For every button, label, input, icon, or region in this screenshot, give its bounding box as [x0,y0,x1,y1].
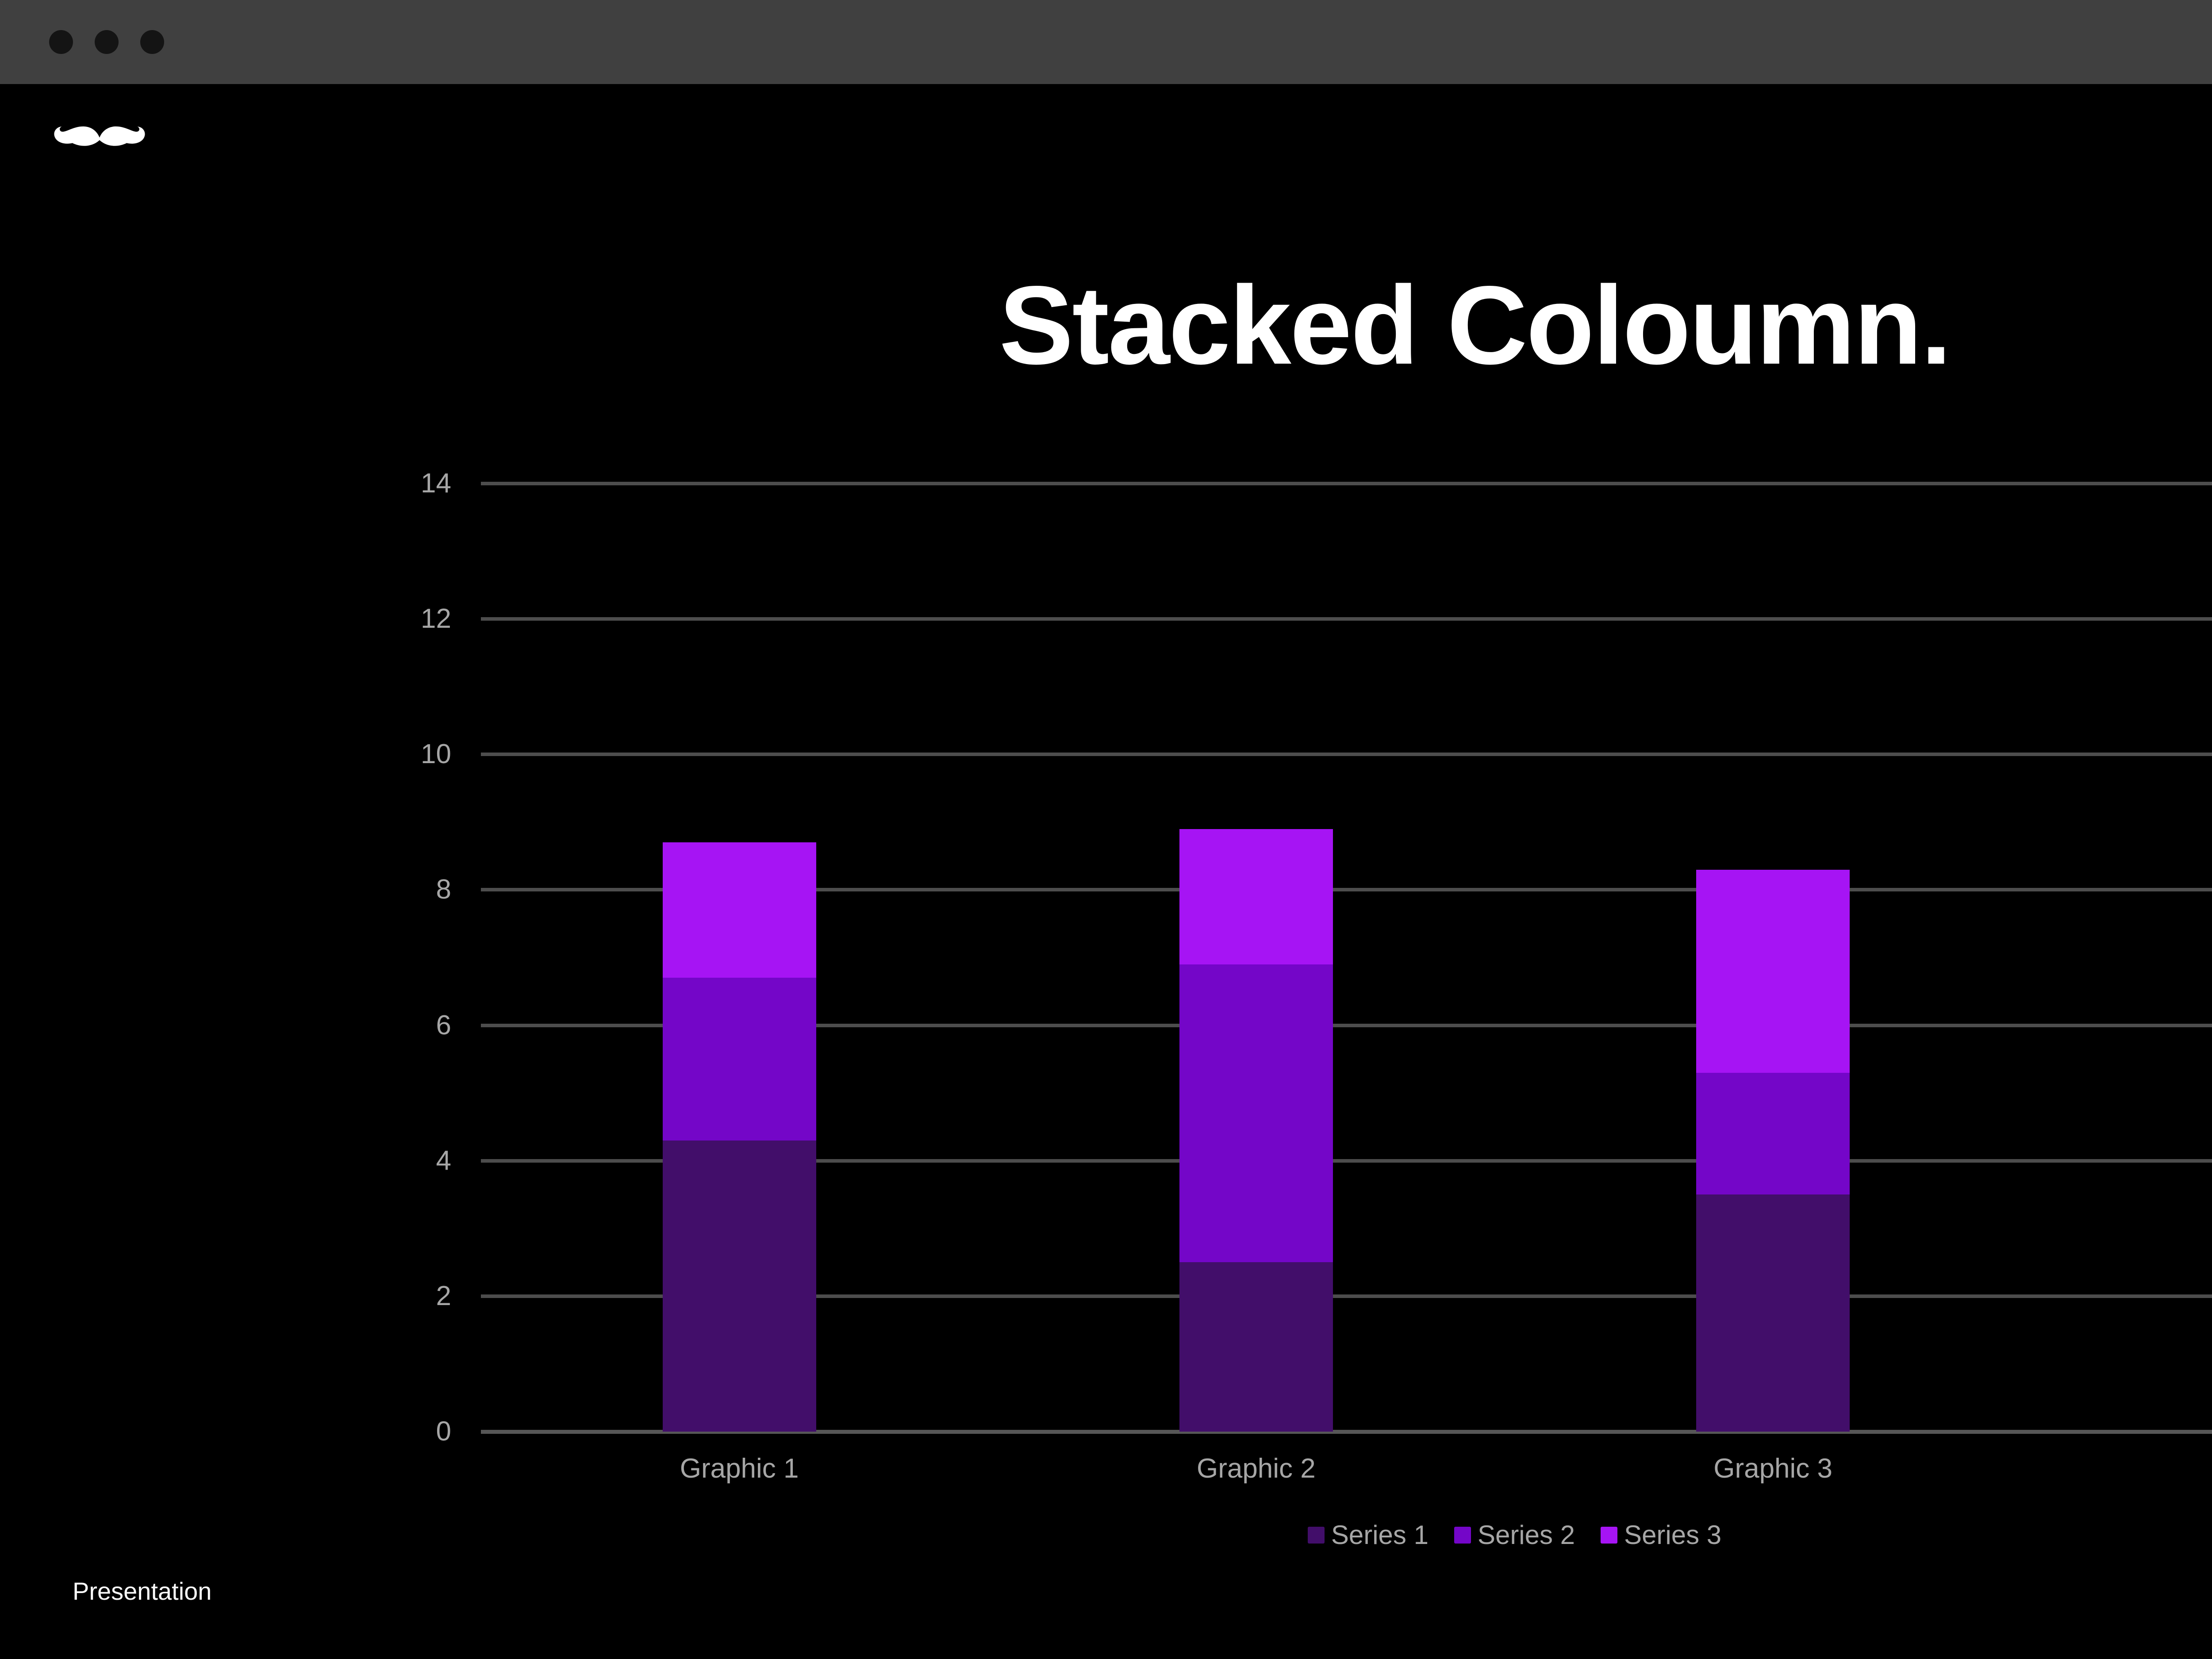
legend-swatch-icon [1454,1527,1471,1544]
stacked-column-chart [481,482,2212,1434]
window-dot-icon[interactable] [49,30,73,54]
y-tick-label: 14 [421,468,451,499]
gridline [481,888,2212,892]
page-title: Stacked Coloumn. [999,263,1951,388]
legend-label: Series 2 [1477,1520,1575,1550]
y-tick-label: 10 [421,739,451,770]
chart-legend: Series 1 Series 2 Series 3 [481,1517,2212,1554]
y-tick-label: 0 [436,1416,451,1447]
y-tick-label: 8 [436,874,451,905]
gridline [481,617,2212,621]
y-tick-label: 4 [436,1145,451,1176]
bar-segment-series2-graphic-3 [1696,1072,1850,1195]
gridline [481,753,2212,757]
bar-segment-series3-graphic-2 [1179,829,1333,964]
window-control-dots [49,30,164,54]
y-tick-label: 12 [421,603,451,634]
footer-presentation-label: Presentation [73,1577,212,1605]
bar-segment-series2-graphic-2 [1179,964,1333,1263]
bar-segment-series1-graphic-1 [662,1140,816,1432]
gridline [481,1159,2212,1163]
mustache-icon [54,126,145,146]
legend-swatch-icon [1307,1527,1325,1544]
legend-swatch-icon [1601,1527,1618,1544]
window-dot-icon[interactable] [95,30,119,54]
window-dot-icon[interactable] [140,30,164,54]
y-tick-label: 2 [436,1280,451,1311]
gridline [481,1294,2212,1298]
bar-segment-series2-graphic-1 [662,978,816,1141]
legend-label: Series 1 [1331,1520,1429,1550]
bar-segment-series1-graphic-2 [1179,1262,1333,1432]
legend-item: Series 2 [1454,1522,1575,1548]
window-titlebar [0,0,2212,84]
legend-label: Series 3 [1624,1520,1722,1550]
bar-segment-series3-graphic-3 [1696,869,1850,1073]
gridline [481,482,2212,485]
y-tick-label: 6 [436,1010,451,1041]
x-tick-label: Graphic 4 [2032,1452,2212,1485]
x-tick-label: Graphic 3 [1713,1453,1833,1484]
legend-item: Series 1 [1307,1520,1429,1550]
x-tick-label: Graphic 1 [680,1453,799,1484]
x-axis-line [481,1430,2212,1434]
bar-segment-series1-graphic-3 [1696,1194,1850,1432]
x-tick-label: Graphic 2 [1196,1453,1316,1484]
gridline [481,1023,2212,1027]
legend-item: Series 3 [1601,1522,1721,1548]
bar-segment-series3-graphic-1 [662,842,816,978]
